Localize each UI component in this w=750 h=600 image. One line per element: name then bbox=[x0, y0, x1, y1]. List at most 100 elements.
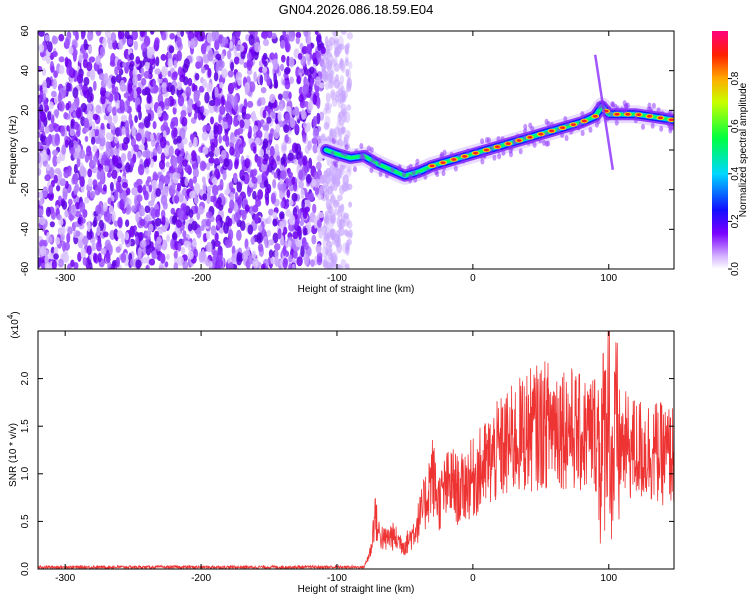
noise-blob bbox=[148, 223, 154, 232]
noise-blob bbox=[266, 229, 272, 237]
noise-blob bbox=[53, 109, 60, 117]
noise-blob bbox=[96, 240, 102, 252]
noise-blob bbox=[280, 238, 284, 246]
noise-blob bbox=[180, 203, 187, 211]
trace-core bbox=[570, 123, 577, 127]
noise-blob bbox=[301, 110, 307, 120]
noise-blob bbox=[229, 40, 233, 49]
noise-blob bbox=[135, 259, 142, 269]
noise-blob bbox=[258, 232, 264, 243]
noise-blob bbox=[206, 82, 213, 93]
noise-blob bbox=[116, 230, 123, 239]
noise-blob bbox=[45, 77, 52, 89]
noise-blob bbox=[268, 249, 274, 258]
noise-blob bbox=[151, 250, 158, 260]
noise-blob bbox=[72, 87, 79, 99]
noise-blob bbox=[336, 242, 343, 254]
noise-blob bbox=[295, 37, 300, 45]
noise-blob bbox=[82, 58, 88, 69]
noise-blob bbox=[214, 232, 219, 242]
noise-blob bbox=[277, 93, 283, 101]
noise-blob bbox=[163, 174, 171, 185]
noise-blob bbox=[119, 79, 126, 92]
noise-blob bbox=[70, 204, 77, 216]
noise-blob bbox=[102, 231, 109, 238]
trace-blob bbox=[492, 154, 497, 161]
noise-blob bbox=[282, 245, 287, 257]
noise-blob bbox=[279, 103, 284, 112]
noise-blob bbox=[231, 252, 237, 263]
noise-blob bbox=[48, 252, 55, 260]
noise-blob bbox=[252, 250, 257, 260]
trace-blob bbox=[354, 148, 359, 155]
noise-blob bbox=[118, 125, 123, 137]
noise-blob bbox=[325, 226, 332, 239]
noise-blob bbox=[307, 57, 311, 66]
noise-blob bbox=[44, 174, 51, 182]
trace-blob bbox=[546, 140, 551, 147]
noise-blob bbox=[208, 157, 215, 164]
noise-blob bbox=[262, 158, 268, 165]
y-tick-label: 1.5 bbox=[20, 419, 31, 433]
noise-blob bbox=[69, 128, 75, 137]
noise-blob bbox=[193, 196, 199, 205]
trace-core bbox=[538, 132, 544, 136]
noise-blob bbox=[70, 259, 75, 268]
noise-blob bbox=[103, 72, 109, 85]
noise-blob bbox=[80, 247, 86, 260]
noise-blob bbox=[284, 133, 289, 143]
noise-blob bbox=[214, 31, 220, 41]
noise-blob bbox=[173, 250, 178, 259]
noise-blob bbox=[336, 264, 343, 269]
noise-blob bbox=[193, 136, 198, 148]
noise-blob bbox=[121, 126, 126, 136]
noise-blob bbox=[190, 150, 197, 162]
noise-blob bbox=[56, 184, 61, 192]
noise-blob bbox=[202, 233, 207, 243]
trace-blob bbox=[408, 163, 413, 170]
noise-blob bbox=[79, 149, 86, 160]
y-tick-label: -60 bbox=[20, 261, 31, 276]
noise-blob bbox=[120, 105, 125, 114]
noise-blob bbox=[139, 31, 145, 38]
noise-blob bbox=[307, 100, 314, 111]
noise-blob bbox=[262, 109, 267, 119]
y-tick-label: 40 bbox=[20, 65, 31, 77]
noise-blob bbox=[92, 80, 97, 91]
noise-blob bbox=[344, 56, 349, 63]
noise-blob bbox=[105, 132, 112, 140]
noise-blob bbox=[134, 198, 138, 207]
noise-blob bbox=[138, 110, 142, 121]
noise-blob bbox=[305, 173, 312, 184]
noise-blob bbox=[315, 34, 322, 44]
noise-blob bbox=[252, 125, 259, 133]
noise-blob bbox=[158, 264, 164, 269]
noise-blob bbox=[96, 169, 101, 180]
noise-blob bbox=[206, 211, 213, 219]
noise-blob bbox=[95, 31, 102, 37]
noise-blob bbox=[337, 210, 343, 217]
noise-blob bbox=[154, 37, 160, 46]
noise-blob bbox=[78, 54, 83, 64]
trace-blob bbox=[614, 119, 619, 126]
noise-blob bbox=[280, 39, 286, 49]
noise-blob bbox=[300, 188, 305, 200]
noise-blob bbox=[131, 186, 138, 196]
noise-blob bbox=[142, 257, 148, 264]
noise-blob bbox=[51, 90, 57, 98]
trace-blob bbox=[334, 161, 339, 168]
noise-blob bbox=[140, 42, 148, 52]
noise-blob bbox=[235, 44, 240, 52]
noise-blob bbox=[83, 39, 88, 51]
noise-blob bbox=[39, 197, 43, 207]
noise-blob bbox=[84, 135, 89, 143]
noise-blob bbox=[330, 59, 337, 67]
noise-blob bbox=[128, 63, 134, 72]
noise-blob bbox=[333, 62, 340, 72]
noise-blob bbox=[272, 178, 277, 189]
noise-blob bbox=[229, 191, 235, 203]
noise-blob bbox=[65, 38, 70, 47]
noise-blob bbox=[311, 178, 317, 187]
noise-blob bbox=[187, 77, 193, 87]
trace-blob bbox=[651, 102, 656, 109]
